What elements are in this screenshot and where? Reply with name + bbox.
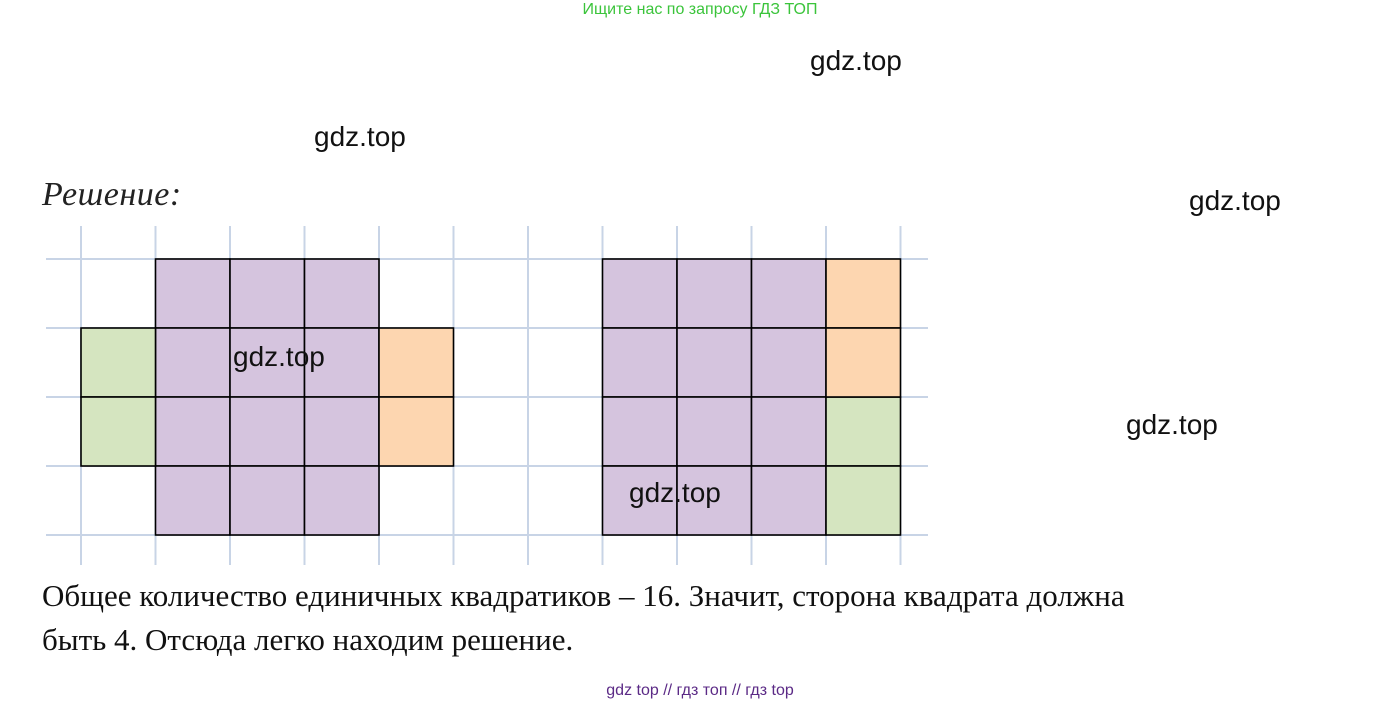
purple-cell: [229, 327, 306, 398]
right-shape: [601, 258, 902, 536]
purple-cell: [303, 258, 380, 329]
green-cell: [80, 327, 157, 398]
purple-cell: [676, 465, 753, 536]
green-cell: [825, 465, 902, 536]
purple-cell: [229, 396, 306, 467]
purple-cell: [676, 327, 753, 398]
purple-cell: [154, 465, 231, 536]
purple-cell: [601, 327, 678, 398]
watermark: gdz.top: [314, 121, 406, 152]
solution-heading: Решение:: [42, 176, 182, 213]
top-banner: Ищите нас по запросу ГДЗ ТОП: [582, 1, 818, 18]
purple-cell: [303, 465, 380, 536]
purple-cell: [676, 258, 753, 329]
purple-cell: [676, 396, 753, 467]
watermark: gdz.top: [1126, 409, 1218, 440]
orange-cell: [378, 396, 455, 467]
watermark: gdz.top: [810, 45, 902, 76]
green-cell: [80, 396, 157, 467]
purple-cell: [601, 396, 678, 467]
purple-cell: [750, 465, 827, 536]
purple-cell: [154, 396, 231, 467]
purple-cell: [154, 327, 231, 398]
purple-cell: [601, 258, 678, 329]
watermark: gdz.top: [629, 477, 721, 508]
purple-cell: [750, 258, 827, 329]
purple-cell: [229, 465, 306, 536]
orange-cell: [825, 258, 902, 329]
green-cell: [825, 396, 902, 467]
solution-text: Общее количество единичных квадратиков –…: [42, 574, 1342, 662]
purple-cell: [750, 327, 827, 398]
footer-links: gdz top // гдз топ // гдз top: [606, 682, 794, 699]
purple-cell: [750, 396, 827, 467]
purple-cell: [601, 465, 678, 536]
solution-text-line-1: Общее количество единичных квадратиков –…: [42, 578, 1125, 613]
watermark: gdz.top: [1189, 185, 1281, 216]
watermark: gdz.top: [233, 341, 325, 372]
purple-cell: [229, 258, 306, 329]
orange-cell: [825, 327, 902, 398]
solution-text-line-2: быть 4. Отсюда легко находим решение.: [42, 622, 574, 657]
purple-cell: [303, 396, 380, 467]
orange-cell: [378, 327, 455, 398]
purple-cell: [154, 258, 231, 329]
left-shape: [80, 258, 455, 536]
